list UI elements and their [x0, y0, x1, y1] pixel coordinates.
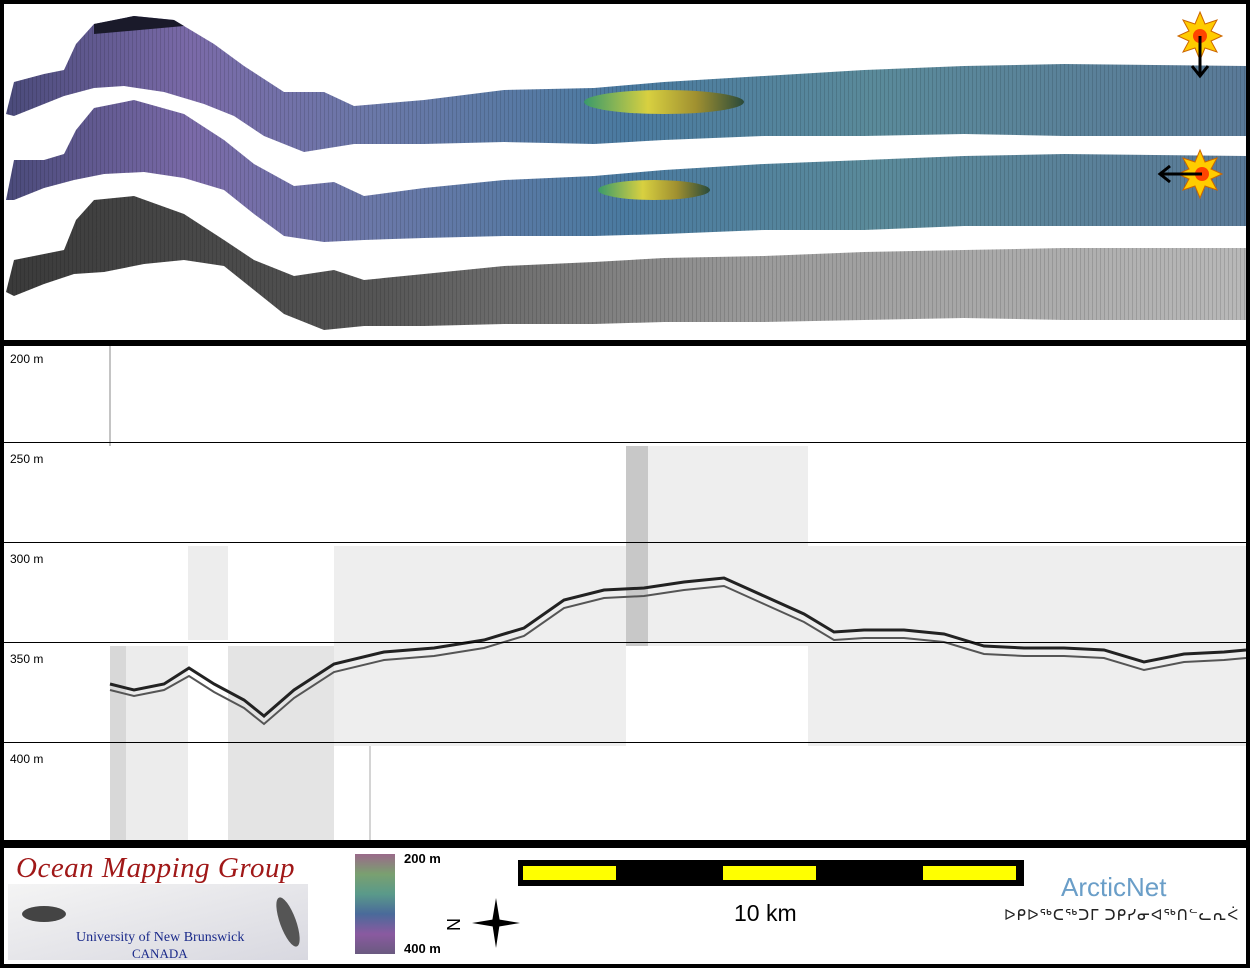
sun-east-icon [1157, 148, 1224, 200]
bathymetry-strip-north-illumination [6, 16, 1246, 152]
colorbar-bottom-label: 400 m [404, 941, 441, 956]
swath-strips [6, 10, 1246, 330]
depth-colorbar [355, 854, 395, 954]
organization-name: Ocean Mapping Group [16, 852, 296, 884]
depth-label: 250 m [10, 452, 44, 466]
shoal-highlight [598, 180, 710, 200]
profile-image [109, 346, 1246, 840]
shoal-highlight [584, 90, 744, 114]
depth-label: 350 m [10, 652, 44, 666]
legend-panel: Ocean Mapping Group University of New Br… [4, 848, 1246, 964]
colorbar-top-label: 200 m [404, 851, 441, 866]
north-label: N [444, 918, 464, 931]
sun-north-icon [1176, 10, 1224, 79]
swath-imagery-panel [4, 4, 1246, 340]
sonar-vessel-icon [22, 906, 66, 922]
depth-gridline [4, 442, 1246, 443]
depth-gridline [4, 542, 1246, 543]
arcticnet-syllabics: ᐅᑭᐅᖅᑕᖅᑐᒥ ᑐᑭᓯᓂᐊᖅᑎᓪᓚᕆᐹ [1004, 907, 1240, 924]
backscatter-strip [6, 196, 1246, 330]
depth-label: 200 m [10, 352, 44, 366]
university-name: University of New Brunswick [76, 930, 245, 945]
subbottom-profile-panel: 200 m 250 m 300 m 350 m 400 m [4, 346, 1246, 840]
bathymetry-strip-east-illumination [6, 100, 1246, 242]
depth-label: 400 m [10, 752, 44, 766]
depth-gridline [4, 642, 1246, 643]
seafloor-reflector [109, 576, 1246, 718]
depth-gridline [4, 742, 1246, 743]
country-name: CANADA [132, 946, 188, 961]
scale-label: 10 km [734, 900, 797, 926]
scale-bar [518, 860, 1024, 886]
arcticnet-logo: ArcticNet [1061, 872, 1167, 902]
north-arrow-icon [472, 898, 520, 948]
depth-label: 300 m [10, 552, 44, 566]
towfish-icon [276, 897, 300, 947]
